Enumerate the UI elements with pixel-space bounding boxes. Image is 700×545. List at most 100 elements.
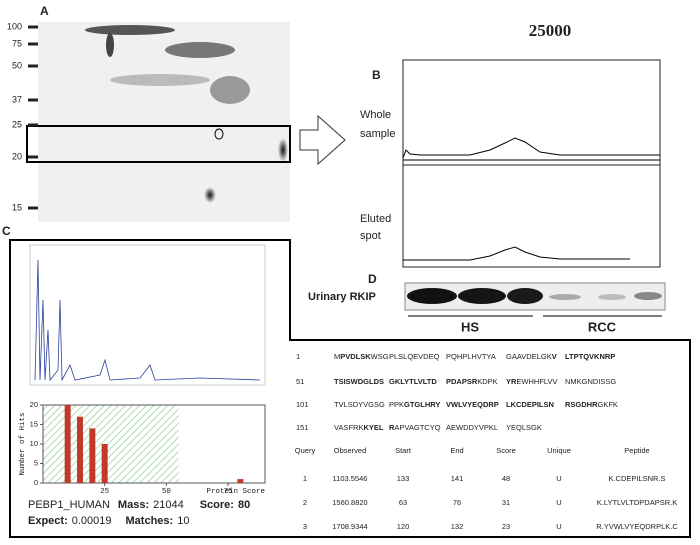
sequence-block: PPKGTGLHRY [389,400,440,409]
residues: PLSLQEVDEQ [389,352,440,361]
sequence-block: PQHPLHVTYA [446,352,496,361]
bar [89,428,96,483]
info-text: Score: [200,499,234,511]
table-cell: 2 [303,498,307,507]
residues: GKLYTLVLTD [389,377,437,386]
table-cell: 120 [397,522,410,531]
residues: APVAGTCYQ [394,423,440,432]
sequence-position: 51 [296,377,304,386]
table-header: Start [395,446,412,455]
sequence-position: 151 [296,423,309,432]
bar [101,444,108,483]
info-text: PEBP1_HUMAN [28,499,110,511]
sequence-block: VWLVYEQDRP [446,400,499,409]
table-cell: 76 [453,498,461,507]
sequence-block: PLSLQEVDEQ [389,352,440,361]
bar [64,405,71,483]
x-tick-label: 75 [223,488,233,496]
residues: PPK [389,400,404,409]
trace-label: Whole [360,109,391,121]
sequence-block: LTPTQVKNRP [565,352,615,361]
bar [77,416,83,483]
residues: LTPTQVKNRP [565,352,615,361]
sequence-block: YREWHHFLVV [506,377,558,386]
table-cell: K.LYTLVLTDPDAPSR.K [597,498,677,507]
arrow [299,114,346,166]
gel-image [26,22,291,222]
table-header: Observed [334,446,367,455]
y-tick-label: 0 [34,478,38,487]
sequence-block: TVLSDYVGSG [334,400,385,409]
sequence-block: MPVDLSKWSG [334,352,389,361]
table-header: Peptide [624,446,649,455]
residues: LKCDEPILSN [506,400,554,409]
residues: YEQLSGK [506,423,542,432]
table-cell: K.CDEPILSNR.S [608,474,665,483]
info-text: 21044 [153,499,184,511]
table-cell: R.YVWLVYEQDRPLK.C [596,522,678,531]
trace-label: Eluted [360,213,391,225]
sequence-block: RAPVAGTCYQ [389,423,441,432]
sequence-block: GAAVDELGKV [506,352,557,361]
residues: TSISWDGLDS [334,377,384,386]
y-tick-label: 20 [30,400,38,409]
residues: R [389,423,395,432]
marker-label: 25 [12,119,22,129]
protein-info: PEBP1_HUMAN Mass: 21044 Score: 80 [28,499,250,511]
table-cell: U [556,498,561,507]
marker-label: 100 [7,21,22,31]
sequence-block: AEWDDYVPKL [446,423,498,432]
residues: NMKGNDISSG [565,377,616,386]
residues: GKFK [598,400,618,409]
marker-label: 20 [12,151,22,161]
residues: WSG [371,352,389,361]
y-tick-label: 5 [34,458,38,467]
y-tick-label: 15 [30,419,38,428]
info-text: Mass: [118,499,149,511]
mass-spectrum [29,244,266,386]
panel-label: A [40,4,49,18]
sequence-position: 101 [296,400,309,409]
panel-label: C [2,224,11,238]
table-cell: 132 [451,522,464,531]
residues: V [552,352,557,361]
sequence-block: TSISWDGLDS [334,377,384,386]
residues: RSGDHR [565,400,598,409]
western-blot [404,282,666,317]
info-text: Matches: [126,515,174,527]
sequence-block: YEQLSGK [506,423,542,432]
marker-label: 15 [12,202,22,212]
x-axis-label: Protein Score [206,488,265,496]
residues: PVDLSK [340,352,371,361]
row-label: Urinary RKIP [308,291,376,303]
group-label: RCC [588,319,617,334]
table-cell: U [556,522,561,531]
hit-region [43,405,179,483]
sequence-block: LKCDEPILSN [506,400,554,409]
table-cell: 63 [399,498,407,507]
trace-box [402,59,661,268]
table-cell: 31 [502,498,510,507]
group-label: HS [461,319,479,334]
marker-label: 37 [12,94,22,104]
table-cell: 23 [502,522,510,531]
table-header: Unique [547,446,571,455]
sequence-block: RSGDHRGKFK [565,400,618,409]
marker-label: 75 [12,38,22,48]
residues: PQHPLHVTYA [446,352,496,361]
x-tick-label: 50 [162,488,172,496]
table-cell: 3 [303,522,307,531]
protein-info: Expect: 0.00019 Matches: 10 [28,515,189,527]
info-text: 0.00019 [72,515,112,527]
table-cell: 1 [303,474,307,483]
panel-title: 25000 [529,21,572,40]
info-text: 10 [177,515,189,527]
residues: YR [506,377,517,386]
residues: KYEL [363,423,383,432]
sequence-block: GKLYTLVLTD [389,377,437,386]
table-cell: 48 [502,474,510,483]
info-text: 80 [238,499,250,511]
y-tick-label: 10 [30,439,38,448]
sequence-block: PDAPSRKDPK [446,377,498,386]
